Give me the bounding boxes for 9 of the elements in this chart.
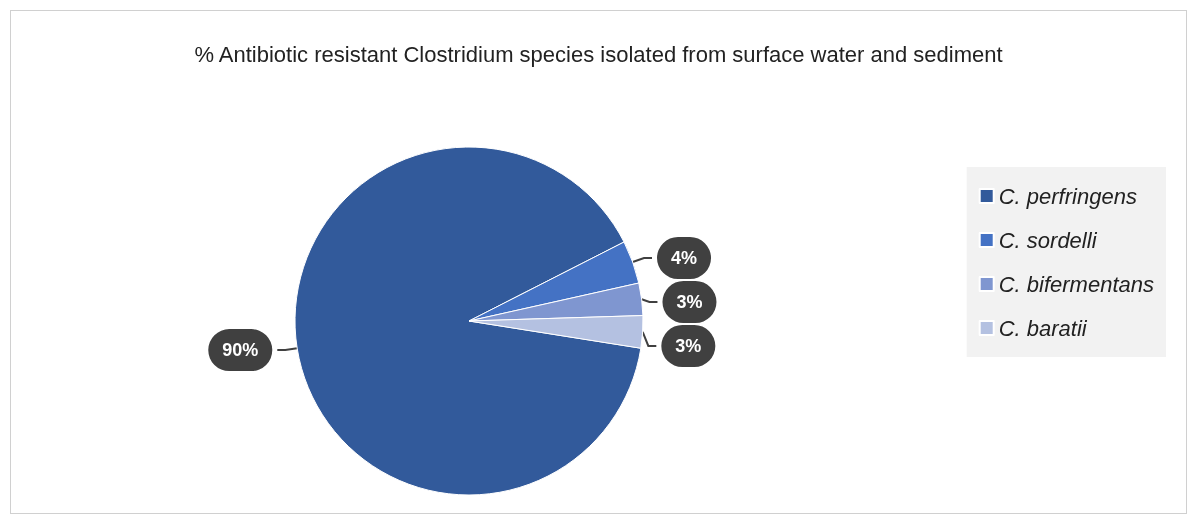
data-label: 90% bbox=[222, 340, 259, 361]
data-label: 3% bbox=[676, 291, 703, 312]
legend-label: C. bifermentans bbox=[998, 271, 1155, 297]
legend-label: C. sordelli bbox=[998, 227, 1098, 253]
legend-label: C. baratii bbox=[998, 315, 1088, 341]
data-label: 3% bbox=[675, 335, 702, 356]
chart-title: % Antibiotic resistant Clostridium species isolated from surface water and sediment bbox=[194, 41, 1003, 67]
data-label: 4% bbox=[671, 247, 698, 268]
legend-label: C. perfringens bbox=[998, 183, 1137, 209]
